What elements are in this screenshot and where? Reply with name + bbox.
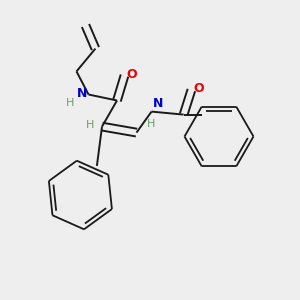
Text: H: H <box>86 120 94 130</box>
Text: O: O <box>126 68 136 81</box>
Text: N: N <box>152 97 163 110</box>
Text: N: N <box>76 87 87 100</box>
Text: H: H <box>147 118 156 129</box>
Text: O: O <box>193 82 203 95</box>
Text: H: H <box>66 98 75 108</box>
